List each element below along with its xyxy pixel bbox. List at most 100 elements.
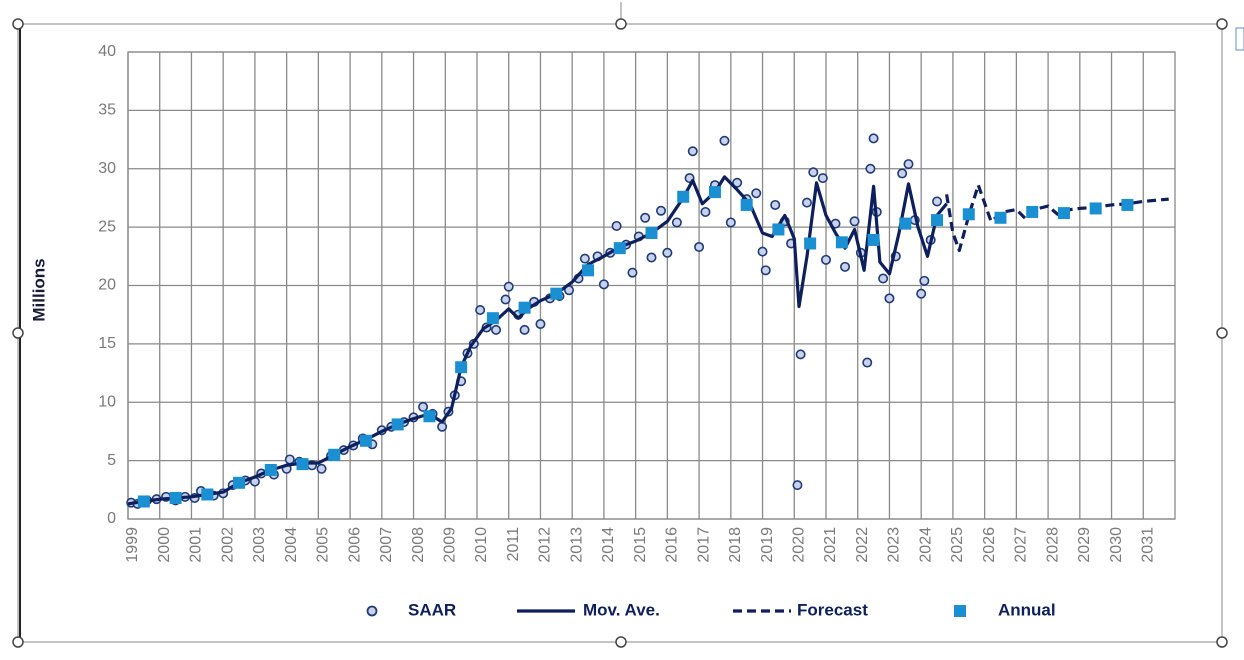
x-tick-label: 2029: [1076, 527, 1093, 563]
annual-marker: [423, 410, 436, 423]
x-tick-label: 2027: [1013, 527, 1030, 563]
saar-marker: [725, 217, 736, 228]
saar-marker: [611, 220, 622, 231]
annual-marker: [264, 463, 277, 476]
legend-label: Annual: [998, 600, 1056, 619]
saar-marker: [801, 197, 812, 208]
saar-marker: [656, 205, 667, 216]
saar-marker: [757, 246, 768, 257]
saar-marker: [878, 273, 889, 284]
annual-marker: [804, 237, 817, 250]
saar-marker: [627, 267, 638, 278]
x-tick-label: 2024: [917, 527, 934, 563]
x-tick-label: 2026: [981, 527, 998, 563]
annual-marker: [867, 233, 880, 246]
saar-marker: [662, 247, 673, 258]
legend-marker: [954, 605, 966, 617]
annual-marker: [518, 301, 531, 314]
saar-marker: [932, 196, 943, 207]
annual-marker: [772, 223, 785, 236]
x-tick-label: 2002: [219, 527, 236, 563]
annual-marker: [233, 476, 246, 489]
x-tick-label: 2003: [251, 527, 268, 563]
annual-marker: [201, 488, 214, 501]
saar-marker: [897, 168, 908, 179]
x-tick-label: 2031: [1139, 527, 1156, 563]
saar-marker: [437, 421, 448, 432]
annual-marker: [1057, 207, 1070, 220]
saar-marker: [579, 253, 590, 264]
annual-marker: [1121, 198, 1134, 211]
saar-marker: [519, 324, 530, 335]
x-tick-label: 2022: [854, 527, 871, 563]
y-tick-label: 5: [107, 452, 116, 469]
saar-marker: [418, 401, 429, 412]
saar-marker: [903, 159, 914, 170]
saar-marker: [919, 275, 930, 286]
y-tick-label: 25: [98, 218, 116, 235]
annual-marker: [1089, 202, 1102, 215]
annual-marker: [328, 448, 341, 461]
saar-marker: [792, 480, 803, 491]
x-tick-label: 2012: [537, 527, 554, 563]
x-tick-label: 2015: [632, 527, 649, 563]
legend-label: Forecast: [797, 600, 868, 619]
x-tick-label: 2030: [1108, 527, 1125, 563]
y-tick-label: 15: [98, 335, 116, 352]
saar-marker: [865, 163, 876, 174]
x-tick-label: 2007: [378, 527, 395, 563]
annual-marker: [645, 226, 658, 239]
x-tick-label: 2025: [949, 527, 966, 563]
saar-marker: [916, 288, 927, 299]
annual-marker: [994, 211, 1007, 224]
saar-marker: [884, 293, 895, 304]
saar-marker: [751, 188, 762, 199]
saar-marker: [732, 177, 743, 188]
annual-marker: [962, 208, 975, 221]
x-tick-label: 2016: [664, 527, 681, 563]
saar-marker: [719, 135, 730, 146]
saar-marker: [862, 357, 873, 368]
annual-marker: [931, 214, 944, 227]
annual-marker: [677, 190, 690, 203]
saar-marker: [795, 349, 806, 360]
annual-marker: [137, 495, 150, 508]
y-tick-label: 30: [98, 160, 116, 177]
x-tick-label: 2023: [886, 527, 903, 563]
x-tick-label: 2008: [410, 527, 427, 563]
x-tick-label: 2018: [727, 527, 744, 563]
x-tick-label: 2014: [600, 527, 617, 563]
annual-marker: [391, 418, 404, 431]
legend-label: SAAR: [408, 600, 456, 619]
x-tick-label: 2009: [441, 527, 458, 563]
legend-label: Mov. Ave.: [583, 600, 660, 619]
x-tick-label: 2001: [188, 527, 205, 563]
annual-marker: [359, 434, 372, 447]
saar-marker: [687, 146, 698, 157]
saar-marker: [770, 199, 781, 210]
saar-marker: [535, 319, 546, 330]
x-tick-label: 2004: [283, 527, 300, 563]
y-tick-label: 10: [98, 393, 116, 410]
saar-marker: [700, 206, 711, 217]
saar-marker: [817, 173, 828, 184]
saar-marker: [808, 167, 819, 178]
saar-marker: [316, 463, 327, 474]
x-tick-label: 2020: [790, 527, 807, 563]
annual-marker: [899, 217, 912, 230]
saar-marker: [868, 133, 879, 144]
annual-marker: [740, 198, 753, 211]
x-tick-label: 2013: [568, 527, 585, 563]
annual-marker: [582, 264, 595, 277]
annual-marker: [1026, 205, 1039, 218]
saar-marker: [646, 252, 657, 263]
x-tick-label: 2006: [346, 527, 363, 563]
saar-marker: [671, 217, 682, 228]
saar-marker: [820, 254, 831, 265]
saar-marker: [849, 216, 860, 227]
annual-marker: [296, 458, 309, 471]
x-tick-label: 2017: [695, 527, 712, 563]
annual-marker: [550, 287, 563, 300]
saar-marker: [475, 305, 486, 316]
annual-marker: [708, 186, 721, 199]
